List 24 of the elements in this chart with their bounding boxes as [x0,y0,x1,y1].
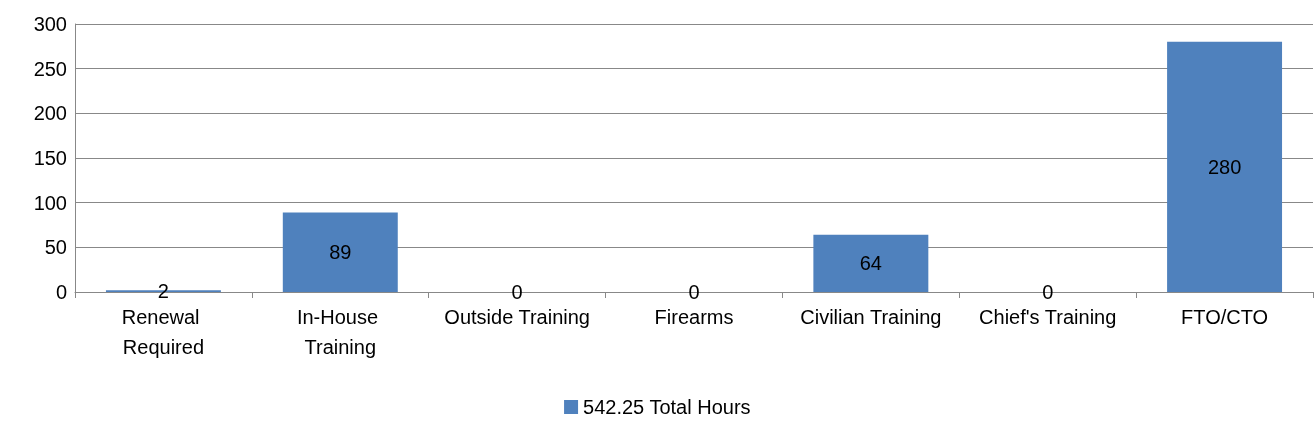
data-label: 64 [859,252,882,275]
y-tick-label: 200 [33,102,67,125]
data-label: 0 [1042,281,1054,303]
data-label: 280 [1207,155,1242,178]
x-tick-label: Outside Training [444,306,590,328]
data-label: 0 [511,281,523,303]
y-tick-label: 300 [33,13,67,35]
x-tick-label: Firearms [654,306,734,328]
bar [813,234,929,292]
bar [1167,41,1283,292]
data-label: 89 [329,241,352,264]
x-tick-label: Civilian Training [800,306,942,328]
x-tick-label: Chief's Training [979,306,1117,328]
data-label: 0 [688,281,700,303]
y-tick-label: 250 [33,57,67,80]
y-tick-label: 0 [55,281,67,303]
x-tick-label: Renewal Required [121,306,206,358]
y-tick-label: 100 [33,191,67,214]
y-tick-label: 150 [33,147,67,169]
legend-label: 542.25 Total Hours [583,396,751,418]
bar [282,212,398,292]
x-tick-label: In-House Training [296,306,384,358]
x-tick-label: FTO/CTO [1181,306,1269,328]
y-tick-label: 50 [44,236,67,259]
